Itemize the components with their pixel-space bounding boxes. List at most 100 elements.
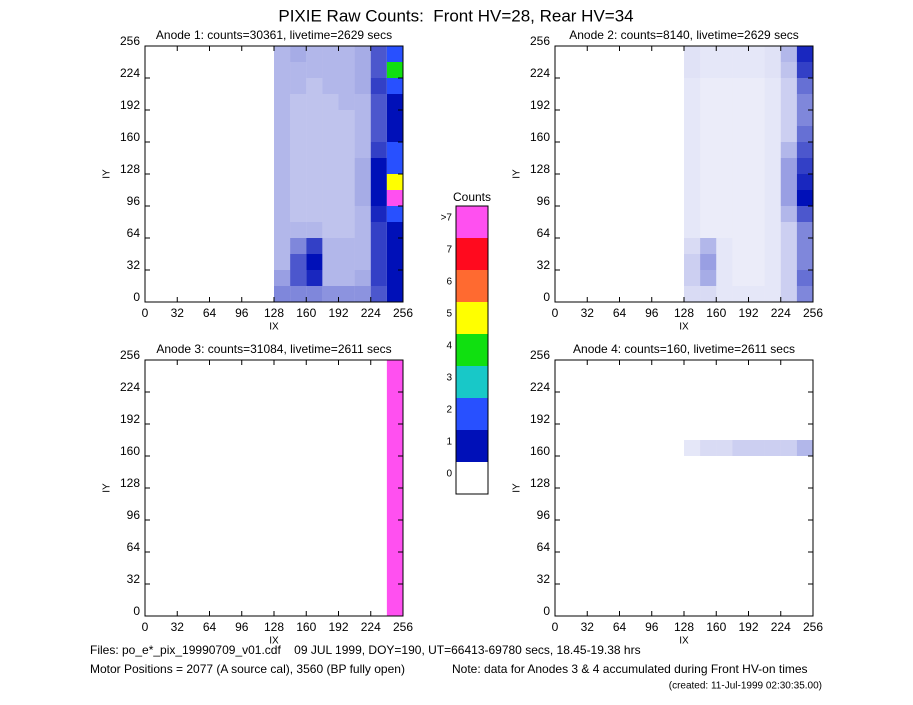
- heat-cell: [603, 392, 620, 408]
- heat-cell: [370, 286, 387, 302]
- heat-cell: [619, 360, 636, 376]
- y-tick-label: 64: [537, 540, 551, 554]
- heat-cell: [354, 46, 371, 62]
- heat-cell: [193, 286, 210, 302]
- y-tick-label: 128: [120, 476, 140, 490]
- heat-cell: [716, 488, 733, 504]
- heat-cell: [684, 408, 701, 424]
- heat-cell: [322, 440, 339, 456]
- heat-cell: [732, 222, 749, 238]
- heat-cell: [716, 174, 733, 190]
- heat-cell: [748, 520, 765, 536]
- heat-cell: [386, 174, 403, 190]
- heat-cell: [684, 584, 701, 600]
- heat-cell: [225, 126, 242, 142]
- heat-cell: [603, 94, 620, 110]
- heat-cell: [716, 142, 733, 158]
- heat-cell: [732, 504, 749, 520]
- heat-cell: [338, 376, 355, 392]
- heat-cell: [764, 392, 781, 408]
- heat-cell: [386, 600, 403, 616]
- heat-cell: [555, 190, 572, 206]
- heat-cell: [354, 62, 371, 78]
- heat-cell: [161, 552, 178, 568]
- heat-cell: [555, 110, 572, 126]
- heat-cell: [587, 78, 604, 94]
- x-axis-label: IX: [269, 322, 279, 333]
- y-tick-label: 192: [530, 98, 550, 112]
- heat-cell: [193, 238, 210, 254]
- heat-cell: [619, 110, 636, 126]
- heat-cell: [635, 174, 652, 190]
- y-tick-label: 64: [537, 226, 551, 240]
- heat-cell: [161, 286, 178, 302]
- heat-cell: [684, 94, 701, 110]
- heat-cell: [748, 270, 765, 286]
- heat-cell: [193, 190, 210, 206]
- heat-cell: [667, 376, 684, 392]
- heat-cell: [177, 174, 194, 190]
- heat-cell: [354, 488, 371, 504]
- heat-cell: [338, 360, 355, 376]
- heat-cell: [651, 142, 668, 158]
- heat-cell: [209, 78, 226, 94]
- heat-cell: [386, 126, 403, 142]
- heat-cell: [290, 158, 307, 174]
- y-tick-label: 256: [120, 348, 140, 362]
- heat-cell: [635, 206, 652, 222]
- heat-cell: [225, 472, 242, 488]
- heat-cell: [338, 424, 355, 440]
- heat-cell: [177, 456, 194, 472]
- heat-cell: [700, 110, 717, 126]
- heat-cell: [732, 126, 749, 142]
- heat-cell: [635, 424, 652, 440]
- heat-cell: [322, 62, 339, 78]
- heat-cell: [338, 270, 355, 286]
- heat-cell: [354, 206, 371, 222]
- heat-cell: [732, 62, 749, 78]
- heat-cell: [716, 440, 733, 456]
- heat-cell: [322, 600, 339, 616]
- heat-cell: [145, 424, 162, 440]
- x-axis-label: IX: [679, 636, 689, 647]
- heat-cell: [603, 408, 620, 424]
- heat-cell: [587, 142, 604, 158]
- heat-cell: [780, 254, 797, 270]
- heat-cell: [274, 600, 291, 616]
- heat-cell: [684, 158, 701, 174]
- y-tick-label: 160: [120, 130, 140, 144]
- heat-cell: [764, 222, 781, 238]
- heat-cell: [161, 78, 178, 94]
- heat-cell: [555, 270, 572, 286]
- heat-cell: [225, 190, 242, 206]
- heat-cell: [732, 190, 749, 206]
- heat-cell: [619, 78, 636, 94]
- x-tick-label: 64: [203, 620, 217, 634]
- heat-cell: [700, 190, 717, 206]
- heat-cell: [716, 520, 733, 536]
- heat-cell: [386, 110, 403, 126]
- heat-cell: [225, 584, 242, 600]
- heat-cell: [651, 568, 668, 584]
- heat-cell: [571, 408, 588, 424]
- heat-cell: [274, 238, 291, 254]
- heat-cell: [700, 94, 717, 110]
- heat-cell: [555, 552, 572, 568]
- heat-cell: [161, 488, 178, 504]
- heat-cell: [555, 600, 572, 616]
- heat-cell: [716, 584, 733, 600]
- heat-cell: [796, 206, 813, 222]
- heat-cell: [306, 584, 323, 600]
- heat-cell: [700, 488, 717, 504]
- heat-cell: [177, 408, 194, 424]
- heat-cell: [386, 376, 403, 392]
- heat-cell: [780, 286, 797, 302]
- x-tick-label: 192: [328, 620, 348, 634]
- heat-cell: [338, 504, 355, 520]
- heat-cell: [796, 536, 813, 552]
- heat-cell: [257, 270, 274, 286]
- heat-cell: [209, 360, 226, 376]
- heat-cell: [257, 190, 274, 206]
- heat-cell: [338, 238, 355, 254]
